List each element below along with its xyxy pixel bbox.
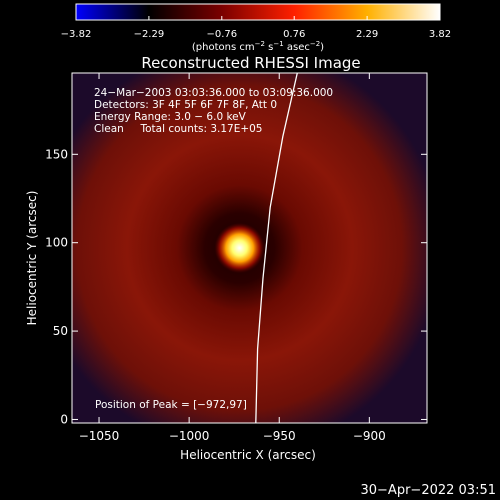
y-axis-label: Heliocentric Y (arcsec) (25, 191, 39, 326)
solar-limb-line (255, 73, 298, 423)
colorbar-tick-label: −3.82 (61, 29, 92, 40)
y-tick-label: 0 (60, 412, 68, 426)
colorbar-tick-label: −2.29 (134, 29, 165, 40)
plot-frame (71, 72, 428, 424)
colorbar-tick-label: 0.76 (283, 29, 305, 40)
x-tick-label: −1000 (169, 429, 210, 443)
annotation-time-range: 24−Mar−2003 03:03:36.000 to 03:09:36.000 (94, 87, 333, 99)
x-tick-label: −900 (353, 429, 386, 443)
image-plot: −1050 −1000 −950 −900 0 50 100 150 24−Mar−2003… (45, 72, 428, 443)
annotation-clean-counts: Clean Total counts: 3.17E+05 (94, 123, 263, 135)
colorbar-tick-label: 2.29 (356, 29, 378, 40)
colorbar-gradient (75, 3, 441, 21)
annotation-energy-range: Energy Range: 3.0 − 6.0 keV (94, 111, 247, 123)
y-tick-label: 50 (53, 324, 68, 338)
y-tick-label: 100 (45, 236, 68, 250)
y-axis-ticks: 0 50 100 150 (45, 147, 427, 426)
x-tick-label: −950 (263, 429, 296, 443)
peak-position-label: Position of Peak = [−972,97] (95, 399, 247, 411)
x-axis-ticks: −1050 −1000 −950 −900 (79, 73, 386, 443)
x-tick-label: −1050 (79, 429, 120, 443)
footer-timestamp: 30−Apr−2022 03:51 (361, 483, 497, 498)
emission-peak (214, 222, 265, 274)
y-tick-label: 150 (45, 147, 68, 161)
colorbar-unit-label: (photons cm−2 s−1 asec−2) (192, 40, 324, 53)
colorbar: −3.82 −2.29 −0.76 0.76 2.29 3.82 (photons cm−… (61, 3, 451, 53)
colorbar-ticks: −3.82 −2.29 −0.76 0.76 2.29 3.82 (61, 16, 451, 40)
annotation-block: 24−Mar−2003 03:03:36.000 to 03:09:36.000… (94, 87, 333, 135)
colorbar-tick-label: 3.82 (429, 29, 451, 40)
colorbar-tick-label: −0.76 (206, 29, 237, 40)
chart-title: Reconstructed RHESSI Image (141, 54, 360, 72)
x-axis-label: Heliocentric X (arcsec) (180, 448, 316, 462)
annotation-detectors: Detectors: 3F 4F 5F 6F 7F 8F, Att 0 (94, 99, 277, 111)
